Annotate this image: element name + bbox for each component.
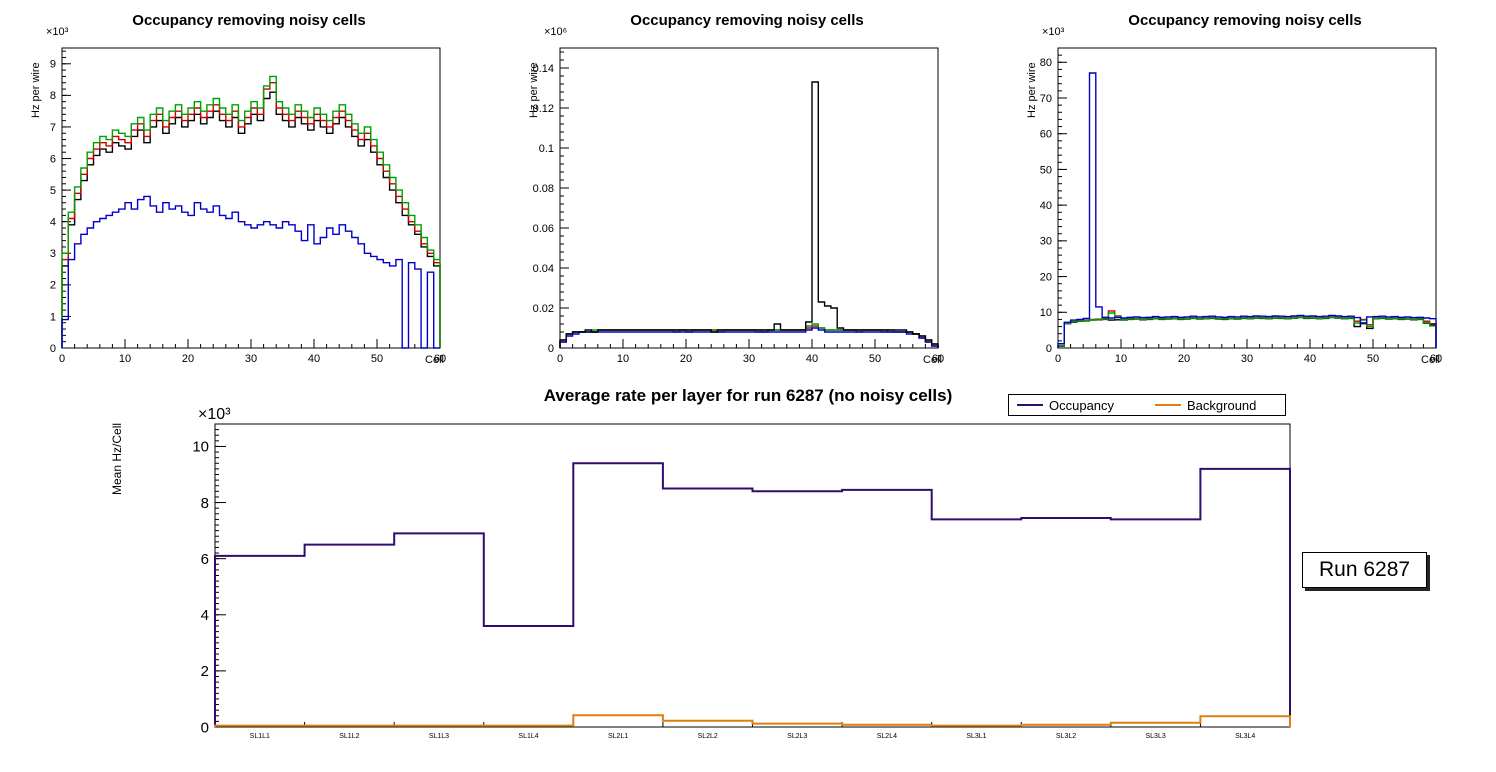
y-scale-label: ×10³ [46, 26, 69, 38]
svg-text:SL1L1: SL1L1 [250, 733, 270, 740]
svg-text:SL3L3: SL3L3 [1146, 733, 1166, 740]
svg-text:40: 40 [1304, 353, 1316, 365]
svg-text:0.02: 0.02 [533, 303, 554, 315]
svg-text:10: 10 [1115, 353, 1127, 365]
svg-text:20: 20 [182, 353, 194, 365]
svg-text:40: 40 [806, 353, 818, 365]
legend[interactable]: Occupancy Background [1008, 394, 1286, 416]
chart-plot: 0 1 2 3 4 5 6 7 8 9 0 10 20 30 40 50 60 [50, 47, 446, 365]
svg-text:9: 9 [50, 59, 56, 71]
svg-text:10: 10 [192, 439, 209, 456]
svg-text:SL1L3: SL1L3 [429, 733, 449, 740]
svg-text:SL2L1: SL2L1 [608, 733, 628, 740]
svg-text:6: 6 [201, 551, 209, 568]
svg-text:0: 0 [548, 343, 554, 355]
svg-text:50: 50 [1367, 353, 1379, 365]
svg-text:20: 20 [1040, 271, 1052, 283]
svg-text:0: 0 [50, 343, 56, 355]
svg-text:60: 60 [1430, 353, 1442, 365]
svg-text:3: 3 [50, 248, 56, 260]
svg-text:4: 4 [50, 217, 56, 229]
y-scale-label: ×10⁶ [544, 26, 568, 38]
svg-text:SL3L1: SL3L1 [966, 733, 986, 740]
svg-text:0.04: 0.04 [533, 263, 554, 275]
y-scale-label: ×10³ [198, 406, 231, 423]
svg-text:10: 10 [617, 353, 629, 365]
svg-text:0.1: 0.1 [539, 143, 554, 155]
svg-text:5: 5 [50, 185, 56, 197]
svg-text:50: 50 [1040, 164, 1052, 176]
legend-label: Occupancy [1049, 397, 1115, 413]
legend-item-occupancy: Occupancy [1009, 398, 1147, 413]
svg-text:2: 2 [50, 280, 56, 292]
chart-title: Occupancy removing noisy cells [1128, 12, 1362, 29]
svg-text:2: 2 [201, 663, 209, 680]
chart-plot: 0 0.02 0.04 0.06 0.08 0.1 0.12 0.14 0 10 20 30 40 50 6… [533, 47, 944, 365]
svg-text:80: 80 [1040, 57, 1052, 69]
svg-text:SL2L3: SL2L3 [787, 733, 807, 740]
svg-text:0: 0 [1055, 353, 1061, 365]
svg-text:SL1L4: SL1L4 [518, 733, 538, 740]
chart-title: Occupancy removing noisy cells [132, 12, 366, 29]
y-scale-label: ×10³ [1042, 26, 1065, 38]
x-axis-title: Cell [1421, 354, 1440, 366]
svg-text:0: 0 [1046, 343, 1052, 355]
svg-text:50: 50 [371, 353, 383, 365]
background-line-swatch [1155, 404, 1181, 406]
svg-text:8: 8 [50, 90, 56, 102]
svg-text:30: 30 [743, 353, 755, 365]
svg-text:7: 7 [50, 122, 56, 134]
svg-text:60: 60 [932, 353, 944, 365]
run-label: Run 6287 [1319, 558, 1411, 581]
svg-text:SL2L2: SL2L2 [698, 733, 718, 740]
svg-text:0.12: 0.12 [533, 103, 554, 115]
svg-text:0.14: 0.14 [533, 63, 554, 75]
chart-title: Average rate per layer for run 6287 (no … [543, 386, 953, 405]
svg-text:30: 30 [1241, 353, 1253, 365]
svg-text:20: 20 [680, 353, 692, 365]
svg-text:0.06: 0.06 [533, 223, 554, 235]
occupancy-chart-panel-2: Occupancy removing noisy cells ×10⁶ Hz p… [498, 0, 996, 380]
svg-text:SL1L2: SL1L2 [339, 733, 359, 740]
chart-plot: 0 10 20 30 40 50 60 70 80 0 10 20 30 40 50 60 [1040, 47, 1442, 365]
svg-text:50: 50 [869, 353, 881, 365]
svg-text:40: 40 [308, 353, 320, 365]
x-axis-title: Cell [425, 354, 444, 366]
svg-text:30: 30 [245, 353, 257, 365]
svg-text:10: 10 [1040, 307, 1052, 319]
chart-plot: 0 2 4 6 8 10 SL1L1 SL1L2 SL1L3 SL1L4 SL2L1 SL2L2 SL2… [192, 423, 1291, 740]
top-row: Occupancy removing noisy cells ×10³ Hz p… [0, 0, 1496, 380]
svg-text:0: 0 [201, 719, 209, 736]
svg-text:6: 6 [50, 153, 56, 165]
run-label-box[interactable]: Run 6287 [1302, 552, 1428, 588]
occupancy-line-swatch [1017, 404, 1043, 406]
svg-text:10: 10 [119, 353, 131, 365]
svg-text:60: 60 [434, 353, 446, 365]
svg-text:40: 40 [1040, 200, 1052, 212]
svg-text:8: 8 [201, 495, 209, 512]
legend-label: Background [1187, 397, 1257, 413]
svg-text:30: 30 [1040, 236, 1052, 248]
svg-text:20: 20 [1178, 353, 1190, 365]
svg-text:SL2L4: SL2L4 [877, 733, 897, 740]
x-axis-title: Cell [923, 354, 942, 366]
svg-text:60: 60 [1040, 129, 1052, 141]
svg-text:4: 4 [201, 607, 209, 624]
svg-text:SL3L2: SL3L2 [1056, 733, 1076, 740]
svg-text:0: 0 [557, 353, 563, 365]
svg-text:0.08: 0.08 [533, 183, 554, 195]
svg-text:SL3L4: SL3L4 [1235, 733, 1255, 740]
svg-text:0: 0 [59, 353, 65, 365]
svg-text:70: 70 [1040, 93, 1052, 105]
occupancy-chart-panel-3: Occupancy removing noisy cells ×10³ Hz p… [996, 0, 1494, 380]
average-rate-panel: Average rate per layer for run 6287 (no … [0, 380, 1496, 772]
legend-item-background: Background [1147, 398, 1285, 413]
svg-text:1: 1 [50, 311, 56, 323]
occupancy-chart-panel-1: Occupancy removing noisy cells ×10³ Hz p… [0, 0, 498, 380]
chart-title: Occupancy removing noisy cells [630, 12, 864, 29]
